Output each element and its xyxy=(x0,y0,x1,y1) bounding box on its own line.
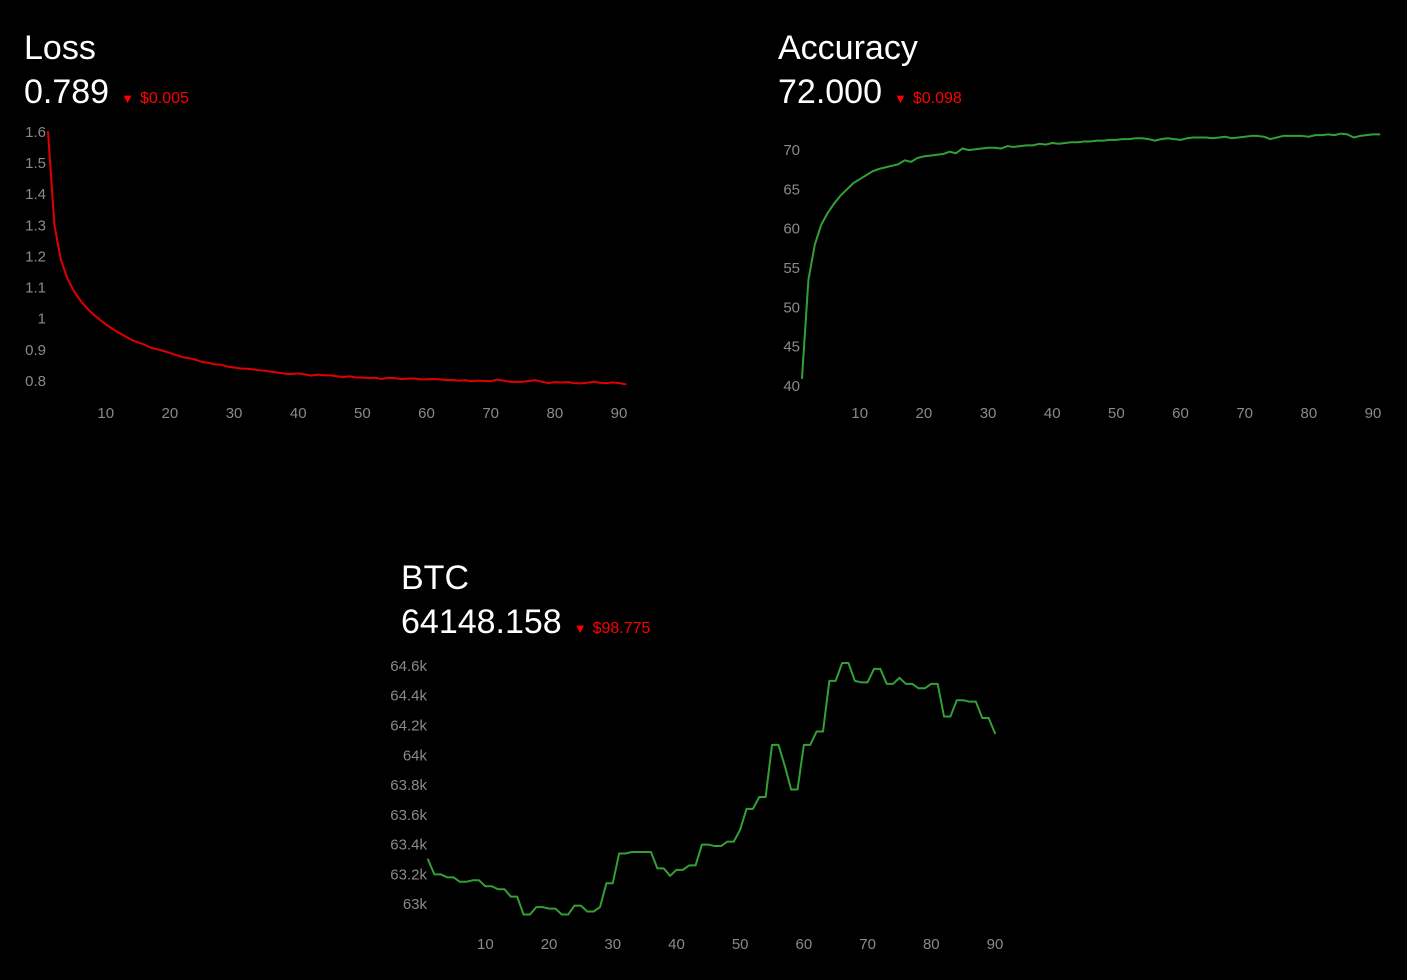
loss-title: Loss xyxy=(24,29,96,67)
loss-x-tick-label: 90 xyxy=(611,405,628,422)
loss-change-value: $0.005 xyxy=(139,90,189,107)
btc-series-line xyxy=(427,661,996,916)
loss-price-row: 0.789 ▼ $0.005 xyxy=(24,72,189,112)
down-arrow-icon: ▼ xyxy=(573,621,587,636)
btc-x-tick-label: 50 xyxy=(732,936,749,953)
btc-y-tick-label: 63.6k xyxy=(390,807,427,824)
btc-x-tick-label: 90 xyxy=(987,936,1004,953)
btc-x-tick-label: 30 xyxy=(604,936,621,953)
btc-change-value: $98.775 xyxy=(592,620,651,637)
accuracy-x-tick-label: 60 xyxy=(1172,405,1189,422)
loss-y-tick-label: 1.5 xyxy=(25,155,46,172)
loss-x-tick-label: 60 xyxy=(418,405,435,422)
down-arrow-icon: ▼ xyxy=(894,91,907,106)
btc-change: ▼ $98.775 xyxy=(574,619,651,639)
loss-x-tick-label: 70 xyxy=(482,405,499,422)
btc-y-tick-label: 64.4k xyxy=(390,688,427,705)
loss-chart: 0.8 0.9 1 1.1 1.2 1.3 1.4 1.5 1.6 10 20 30 40 50 60 70 8… xyxy=(25,124,628,422)
loss-change: ▼ $0.005 xyxy=(121,89,189,109)
loss-x-tick-label: 10 xyxy=(97,405,114,422)
btc-x-tick-label: 80 xyxy=(923,936,940,953)
loss-series-line xyxy=(47,131,627,386)
accuracy-panel: Accuracy 72.000 ▼ $0.098 40 45 50 55 60 65 70 10… xyxy=(778,28,1398,428)
accuracy-y-tick-label: 50 xyxy=(783,299,800,316)
loss-y-tick-label: 0.9 xyxy=(25,342,46,359)
accuracy-price: 72.000 xyxy=(778,73,882,111)
btc-x-tick-label: 40 xyxy=(668,936,685,953)
accuracy-price-row: 72.000 ▼ $0.098 xyxy=(778,72,962,112)
accuracy-x-tick-label: 90 xyxy=(1365,405,1382,422)
accuracy-title: Accuracy xyxy=(778,29,918,67)
loss-y-tick-label: 0.8 xyxy=(25,373,46,390)
btc-y-tick-label: 63k xyxy=(403,896,428,913)
btc-x-tick-label: 20 xyxy=(541,936,558,953)
accuracy-change-value: $0.098 xyxy=(912,90,962,107)
btc-panel: BTC 64148.158 ▼ $98.775 63k 63.2k 63.4k 63.6… xyxy=(380,558,1020,968)
loss-y-tick-label: 1.1 xyxy=(25,280,46,297)
accuracy-change: ▼ $0.098 xyxy=(894,89,962,109)
accuracy-y-tick-label: 45 xyxy=(783,339,800,356)
accuracy-x-tick-label: 70 xyxy=(1236,405,1253,422)
accuracy-chart: 40 45 50 55 60 65 70 10 20 30 40 50 60 70 80 90 xyxy=(783,132,1382,422)
accuracy-x-tick-label: 20 xyxy=(916,405,933,422)
loss-x-tick-label: 30 xyxy=(226,405,243,422)
btc-x-tick-label: 60 xyxy=(796,936,813,953)
accuracy-x-tick-label: 80 xyxy=(1300,405,1317,422)
btc-chart: 63k 63.2k 63.4k 63.6k 63.8k 64k 64.2k 64.4k 64.6… xyxy=(390,658,1004,953)
accuracy-y-tick-label: 55 xyxy=(783,260,800,277)
accuracy-x-tick-label: 50 xyxy=(1108,405,1125,422)
btc-y-tick-label: 64.2k xyxy=(390,717,427,734)
loss-panel: Loss 0.789 ▼ $0.005 0.8 0.9 1 1.1 1.2 1.3 1.4 1.… xyxy=(24,28,644,428)
loss-y-tick-label: 1.3 xyxy=(25,217,46,234)
btc-price: 64148.158 xyxy=(401,603,562,641)
accuracy-y-tick-label: 60 xyxy=(783,221,800,238)
btc-y-tick-label: 63.2k xyxy=(390,866,427,883)
loss-price: 0.789 xyxy=(24,73,110,111)
btc-price-row: 64148.158 ▼ $98.775 xyxy=(401,602,650,642)
loss-y-tick-label: 1 xyxy=(38,311,46,328)
btc-x-tick-label: 70 xyxy=(859,936,876,953)
btc-y-tick-label: 63.4k xyxy=(390,837,427,854)
accuracy-x-tick-label: 10 xyxy=(851,405,868,422)
accuracy-y-tick-label: 70 xyxy=(783,142,800,159)
loss-x-tick-label: 50 xyxy=(354,405,371,422)
accuracy-y-tick-label: 65 xyxy=(783,181,800,198)
down-arrow-icon: ▼ xyxy=(121,91,134,106)
btc-y-tick-label: 64.6k xyxy=(390,658,427,675)
loss-x-tick-label: 20 xyxy=(162,405,179,422)
btc-title: BTC xyxy=(401,559,469,597)
loss-x-tick-label: 80 xyxy=(546,405,563,422)
loss-y-tick-label: 1.2 xyxy=(25,248,46,265)
loss-y-tick-label: 1.6 xyxy=(25,124,46,141)
loss-y-tick-label: 1.4 xyxy=(25,186,46,203)
accuracy-x-tick-label: 40 xyxy=(1044,405,1061,422)
accuracy-y-tick-label: 40 xyxy=(783,378,800,395)
accuracy-x-tick-label: 30 xyxy=(980,405,997,422)
btc-y-tick-label: 63.8k xyxy=(390,777,427,794)
accuracy-series-line xyxy=(801,132,1381,380)
btc-x-tick-label: 10 xyxy=(477,936,494,953)
loss-x-tick-label: 40 xyxy=(290,405,307,422)
btc-y-tick-label: 64k xyxy=(403,747,428,764)
